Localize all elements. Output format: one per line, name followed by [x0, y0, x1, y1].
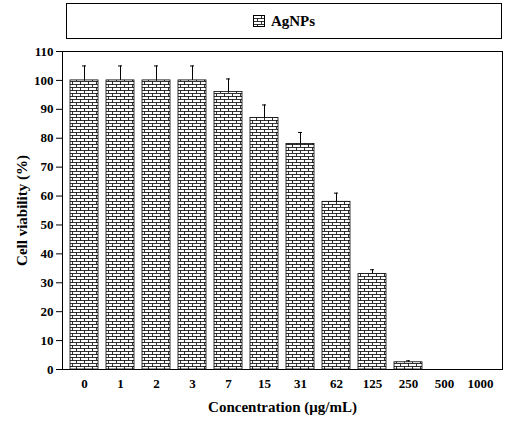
- svg-text:90: 90: [41, 101, 54, 116]
- svg-text:70: 70: [41, 159, 54, 174]
- svg-text:110: 110: [35, 44, 54, 59]
- svg-text:0: 0: [47, 362, 54, 377]
- svg-text:2: 2: [153, 376, 160, 391]
- svg-text:Concentration (μg/mL): Concentration (μg/mL): [208, 399, 357, 416]
- svg-text:30: 30: [41, 275, 54, 290]
- svg-text:40: 40: [41, 246, 54, 261]
- svg-text:250: 250: [399, 376, 419, 391]
- svg-text:10: 10: [41, 333, 54, 348]
- svg-text:125: 125: [363, 376, 383, 391]
- svg-text:60: 60: [41, 188, 54, 203]
- html-text:AgNPs: AgNPs: [270, 12, 316, 29]
- svg-text:15: 15: [258, 376, 272, 391]
- svg-text:20: 20: [41, 304, 54, 319]
- svg-text:3: 3: [189, 376, 196, 391]
- svg-text:31: 31: [294, 376, 307, 391]
- svg-text:0: 0: [81, 376, 88, 391]
- svg-text:62: 62: [330, 376, 343, 391]
- svg-text:80: 80: [41, 130, 54, 145]
- svg-text:50: 50: [41, 217, 54, 232]
- svg-text:500: 500: [435, 376, 455, 391]
- svg-text:1: 1: [117, 376, 124, 391]
- svg-text:1000: 1000: [468, 376, 494, 391]
- svg-text:Cell viability (%): Cell viability (%): [14, 155, 31, 266]
- svg-text:7: 7: [225, 376, 232, 391]
- svg-text:100: 100: [34, 73, 54, 88]
